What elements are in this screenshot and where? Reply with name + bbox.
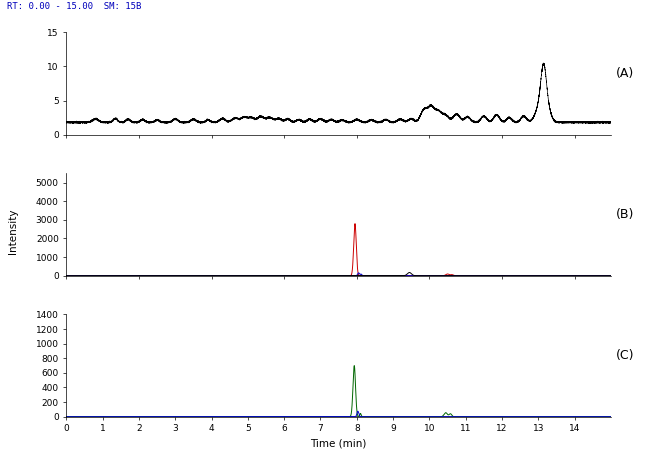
Text: (B): (B)	[616, 208, 635, 221]
X-axis label: Time (min): Time (min)	[311, 439, 367, 449]
Text: Intensity: Intensity	[8, 209, 19, 254]
Text: (C): (C)	[616, 349, 635, 362]
Text: RT: 0.00 - 15.00  SM: 15B: RT: 0.00 - 15.00 SM: 15B	[7, 2, 141, 11]
Text: (A): (A)	[616, 67, 635, 80]
